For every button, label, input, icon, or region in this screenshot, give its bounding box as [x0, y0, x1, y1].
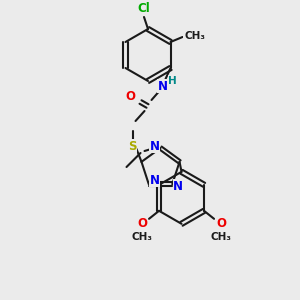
Text: N: N: [150, 174, 160, 187]
Text: O: O: [125, 91, 136, 103]
Text: O: O: [137, 217, 147, 230]
Text: S: S: [128, 140, 137, 152]
Text: CH₃: CH₃: [131, 232, 152, 242]
Text: N: N: [158, 80, 167, 92]
Text: O: O: [216, 217, 226, 230]
Text: N: N: [173, 180, 183, 193]
Text: Cl: Cl: [138, 2, 150, 16]
Text: CH₃: CH₃: [211, 232, 232, 242]
Text: CH₃: CH₃: [184, 31, 205, 41]
Text: N: N: [149, 140, 160, 152]
Text: H: H: [168, 76, 177, 86]
